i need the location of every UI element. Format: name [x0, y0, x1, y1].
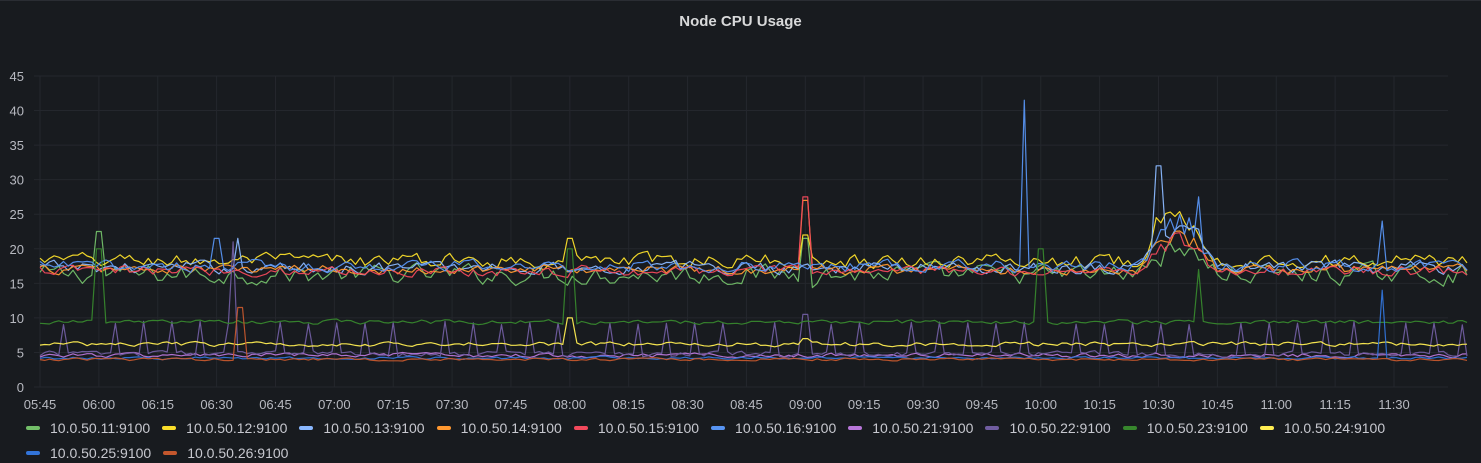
y-tick-label: 30 [10, 173, 24, 188]
legend-item[interactable]: 10.0.50.11:9100 [26, 417, 150, 438]
legend-label: 10.0.50.15:9100 [597, 419, 700, 436]
legend-label: 10.0.50.16:9100 [735, 419, 837, 436]
x-tick-label: 08:45 [730, 397, 763, 412]
legend-item[interactable]: 10.0.50.26:9100 [163, 442, 288, 463]
series-line [39, 306, 1468, 362]
grid: 0 5 10 15 20 25 30 35 40 45 05:45 06:00 06:15 06:30 06… [10, 69, 1448, 412]
series-line [39, 165, 1468, 276]
x-tick-label: 11:00 [1260, 397, 1292, 412]
x-tick-label: 09:30 [907, 397, 940, 412]
legend-swatch [26, 450, 40, 455]
series-line [39, 289, 1468, 361]
legend-item[interactable]: 10.0.50.24:9100 [1259, 417, 1386, 438]
legend-swatch [163, 450, 178, 455]
legend-label: 10.0.50.21:9100 [872, 419, 974, 436]
x-tick-label: 09:45 [966, 397, 999, 412]
legend-item[interactable]: 10.0.50.22:9100 [985, 417, 1111, 438]
x-tick-label: 07:30 [436, 397, 469, 412]
legend-swatch [1122, 425, 1137, 430]
x-tick-label: 06:00 [83, 397, 116, 412]
legend-item[interactable]: 10.0.50.23:9100 [1122, 417, 1248, 438]
legend-swatch [1259, 425, 1274, 430]
x-tick-label: 07:45 [495, 397, 528, 412]
legend-swatch [711, 425, 726, 430]
x-tick-label: 09:15 [848, 397, 881, 412]
legend-swatch [162, 425, 177, 430]
y-tick-label: 15 [10, 276, 24, 291]
series-line [39, 230, 1468, 289]
legend-label: 10.0.50.13:9100 [323, 419, 425, 436]
y-tick-label: 20 [10, 242, 24, 257]
x-tick-label: 08:15 [612, 397, 645, 412]
x-tick-label: 08:00 [554, 397, 587, 412]
y-tick-label: 5 [17, 345, 24, 360]
legend-label: 10.0.50.12:9100 [186, 419, 288, 436]
y-tick-label: 40 [10, 104, 24, 119]
legend-label: 10.0.50.24:9100 [1283, 419, 1386, 436]
legend-label: 10.0.50.11:9100 [50, 419, 151, 436]
legend-swatch [848, 425, 863, 430]
series-line [39, 99, 1468, 274]
legend-item[interactable]: 10.0.50.21:9100 [848, 417, 973, 438]
x-tick-label: 10:00 [1025, 397, 1058, 412]
y-tick-label: 25 [10, 207, 24, 222]
legend-label: 10.0.50.14:9100 [460, 419, 562, 436]
x-tick-label: 09:00 [789, 397, 822, 412]
legend-swatch [573, 425, 588, 430]
legend-label: 10.0.50.22:9100 [1009, 419, 1111, 436]
legend-item[interactable]: 10.0.50.12:9100 [162, 417, 287, 438]
x-tick-label: 10:45 [1201, 397, 1234, 412]
series-line [39, 351, 1468, 359]
legend-item[interactable]: 10.0.50.15:9100 [573, 417, 700, 438]
series-line [39, 241, 1468, 358]
x-tick-label: 06:15 [141, 397, 174, 412]
legend-swatch [299, 425, 314, 430]
legend: 10.0.50.11:9100 10.0.50.12:9100 10.0.50.13… [26, 417, 1466, 463]
x-tick-label: 07:00 [318, 397, 351, 412]
x-tick-label: 10:30 [1142, 397, 1175, 412]
y-tick-label: 35 [10, 138, 24, 153]
series-line [39, 211, 1468, 271]
legend-item[interactable]: 10.0.50.25:9100 [26, 442, 151, 463]
legend-swatch [985, 425, 1000, 430]
x-tick-label: 08:30 [671, 397, 704, 412]
series-line [39, 317, 1468, 348]
legend-label: 10.0.50.26:9100 [187, 444, 289, 461]
legend-item[interactable]: 10.0.50.14:9100 [436, 417, 562, 438]
legend-item[interactable]: 10.0.50.16:9100 [711, 417, 836, 438]
x-tick-label: 11:30 [1378, 397, 1410, 412]
line-chart[interactable]: 0 5 10 15 20 25 30 35 40 45 05:45 06:00 06:15 06:30 06… [0, 1, 1481, 417]
x-tick-label: 07:15 [377, 397, 410, 412]
x-tick-label: 06:30 [200, 397, 233, 412]
legend-label: 10.0.50.25:9100 [50, 444, 152, 461]
x-tick-label: 11:15 [1319, 397, 1351, 412]
legend-swatch [436, 425, 451, 430]
series-line [39, 248, 1468, 326]
x-tick-label: 05:45 [24, 397, 57, 412]
legend-label: 10.0.50.23:9100 [1146, 419, 1248, 436]
x-tick-label: 06:45 [259, 397, 292, 412]
y-tick-label: 45 [10, 69, 24, 84]
legend-swatch [26, 425, 40, 430]
y-tick-label: 0 [17, 380, 24, 395]
y-tick-label: 10 [10, 311, 24, 326]
panel-title: Node CPU Usage [679, 13, 802, 30]
x-tick-label: 10:15 [1083, 397, 1116, 412]
legend-item[interactable]: 10.0.50.13:9100 [299, 417, 425, 438]
